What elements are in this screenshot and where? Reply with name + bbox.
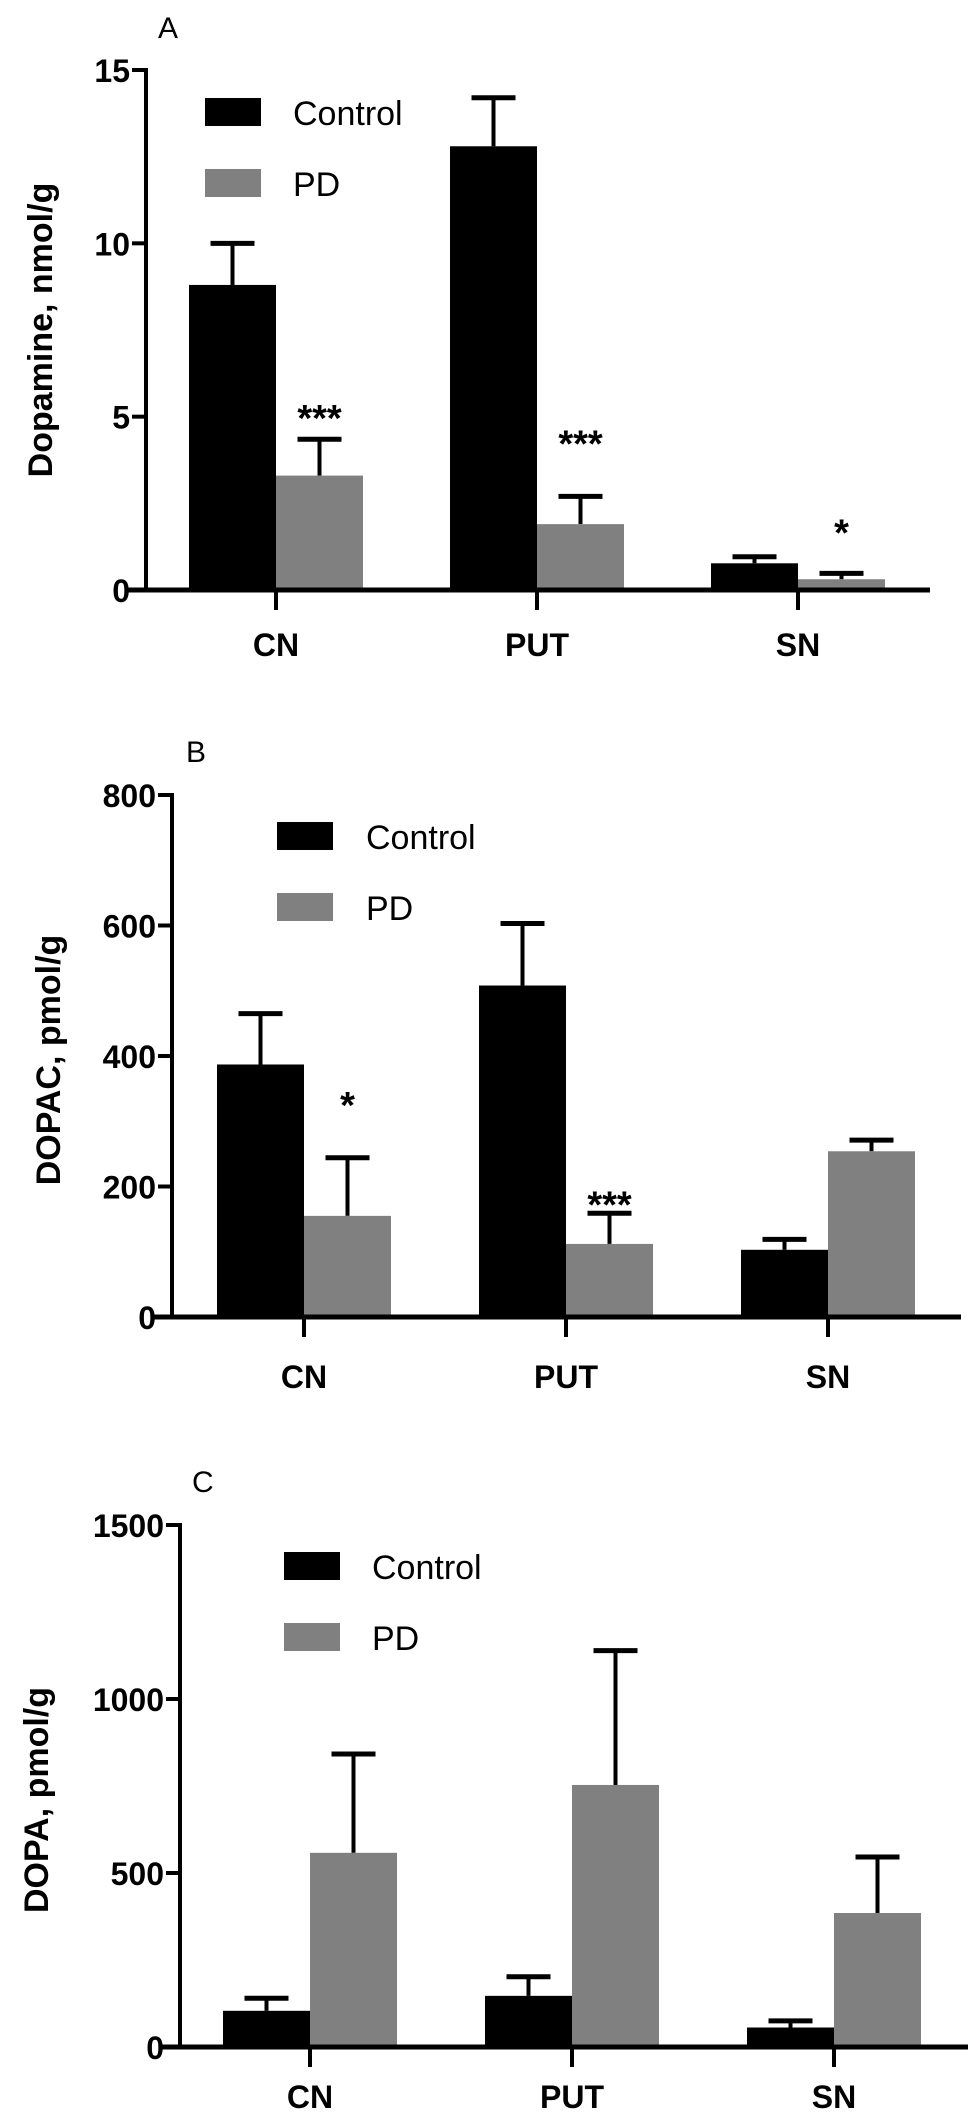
legend-label-control: Control — [372, 1549, 482, 1587]
y-tick-label: 500 — [111, 1856, 164, 1892]
bar-pd-put — [566, 1243, 653, 1317]
legend-swatch-pd — [277, 893, 333, 921]
bar-control-sn — [741, 1249, 828, 1317]
y-tick-label: 5 — [112, 400, 130, 436]
x-tick-label: SN — [812, 2079, 856, 2115]
bar-control-sn — [747, 2027, 834, 2047]
legend-label-pd: PD — [293, 166, 340, 204]
bar-control-cn — [223, 2010, 310, 2047]
bar-pd-sn — [828, 1151, 915, 1317]
x-tick-label: PUT — [534, 1359, 598, 1395]
significance-marker: *** — [587, 1184, 632, 1226]
y-tick-label: 1500 — [93, 1508, 164, 1544]
x-tick-label: PUT — [540, 2079, 604, 2115]
bar-pd-put — [537, 524, 624, 590]
x-tick-label: PUT — [505, 627, 569, 663]
bar-pd-cn — [304, 1215, 391, 1317]
panel-b: B DOPAC, pmol/g 0 200 400 600 800 CN PUT SN Contro… — [30, 736, 961, 1395]
x-tick-label: SN — [776, 627, 820, 663]
legend-label-control: Control — [366, 819, 476, 857]
significance-marker: * — [834, 512, 849, 554]
bar-pd-sn — [834, 1913, 921, 2047]
bar-pd-cn — [310, 1852, 397, 2047]
bar-pd-put — [572, 1784, 659, 2047]
bar-pd-cn — [276, 475, 363, 590]
legend-swatch-control — [205, 98, 261, 126]
legend-swatch-pd — [284, 1623, 340, 1651]
bar-control-sn — [711, 563, 798, 590]
bar-control-cn — [189, 284, 276, 590]
bar-control-put — [450, 146, 537, 590]
legend-swatch-control — [277, 822, 333, 850]
x-tick-label: CN — [287, 2079, 333, 2115]
significance-marker: *** — [297, 398, 342, 440]
y-tick-label: 0 — [138, 1300, 156, 1336]
y-tick-label: 0 — [146, 2030, 164, 2066]
panel-c: C DOPA, pmol/g 0 500 1000 1500 CN PUT SN Control P… — [18, 1466, 968, 2115]
legend-label-pd: PD — [372, 1620, 419, 1658]
x-tick-label: CN — [253, 627, 299, 663]
legend-label-control: Control — [293, 95, 403, 133]
panel-label: B — [186, 736, 206, 769]
bar-control-cn — [217, 1064, 304, 1317]
y-tick-label: 400 — [103, 1039, 156, 1075]
y-tick-label: 15 — [94, 53, 130, 89]
panel-label: A — [158, 12, 178, 45]
significance-marker: *** — [558, 423, 603, 465]
y-tick-label: 600 — [103, 909, 156, 945]
y-tick-label: 10 — [94, 226, 130, 262]
bar-control-put — [485, 1995, 572, 2047]
y-tick-label: 800 — [103, 778, 156, 814]
y-axis-title: DOPA, pmol/g — [18, 1687, 56, 1913]
x-tick-label: CN — [281, 1359, 327, 1395]
y-tick-label: 0 — [112, 573, 130, 609]
x-tick-label: SN — [806, 1359, 850, 1395]
legend-swatch-control — [284, 1552, 340, 1580]
significance-marker: * — [340, 1085, 355, 1127]
bar-control-put — [479, 985, 566, 1317]
bar-pd-sn — [798, 579, 885, 590]
y-axis-title: Dopamine, nmol/g — [22, 183, 60, 478]
legend-label-pd: PD — [366, 890, 413, 928]
y-tick-label: 1000 — [93, 1682, 164, 1718]
panel-label: C — [192, 1466, 214, 1499]
y-tick-label: 200 — [103, 1170, 156, 1206]
panel-a: A Dopamine, nmol/g 0 5 10 15 CN PUT SN Control PD *… — [22, 12, 930, 663]
legend-swatch-pd — [205, 169, 261, 197]
y-axis-title: DOPAC, pmol/g — [30, 935, 68, 1186]
